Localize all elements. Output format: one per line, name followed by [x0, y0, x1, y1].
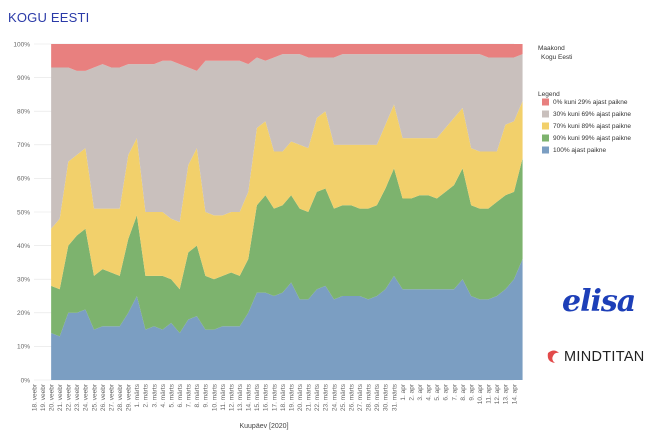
- legend-swatch[interactable]: [542, 146, 549, 154]
- x-tick-label: 11. märts: [220, 383, 227, 410]
- x-tick-label: 6. märts: [177, 383, 184, 407]
- x-tick-label: 4. apr: [426, 383, 433, 400]
- x-tick-label: 3. märts: [151, 383, 158, 407]
- stacked-areas: [51, 44, 523, 380]
- area-series-2[interactable]: [51, 101, 523, 290]
- x-axis-title: Kuupäev [2020]: [239, 423, 288, 430]
- legend-label[interactable]: 30% kuni 69% ajast paikne: [553, 111, 631, 118]
- x-tick-label: 25. veebr: [91, 383, 98, 411]
- y-tick-label: 20%: [17, 310, 30, 317]
- x-tick-label: 26. veebr: [100, 383, 107, 411]
- elisa-logo: elisa: [562, 284, 636, 319]
- legend-label[interactable]: 100% ajast paikne: [553, 147, 607, 154]
- x-tick-label: 7. märts: [186, 383, 193, 407]
- x-tick-label: 20. veebr: [48, 383, 55, 411]
- x-tick-label: 26. märts: [348, 383, 355, 411]
- x-tick-label: 11. apr: [486, 383, 493, 404]
- legend-swatch[interactable]: [542, 122, 549, 130]
- x-tick-label: 31. märts: [391, 383, 398, 411]
- page-title: KOGU EESTI: [8, 10, 90, 25]
- x-tick-label: 19. veebr: [40, 383, 47, 411]
- x-tick-label: 8. apr: [460, 383, 467, 400]
- x-tick-label: 25. märts: [340, 383, 347, 411]
- x-tick-label: 27. märts: [357, 383, 364, 411]
- filter-value[interactable]: Kogu Eesti: [541, 54, 572, 61]
- x-tick-label: 27. veebr: [108, 383, 115, 411]
- y-tick-label: 10%: [17, 344, 30, 351]
- legend-swatch[interactable]: [542, 110, 549, 118]
- x-tick-label: 18. veebr: [31, 383, 38, 411]
- x-tick-label: 10. märts: [211, 383, 218, 411]
- area-series-4[interactable]: [51, 44, 523, 71]
- x-tick-label: 10. apr: [477, 383, 484, 404]
- x-tick-label: 28. veebr: [117, 383, 124, 411]
- x-tick-label: 14. apr: [511, 383, 518, 404]
- y-tick-label: 30%: [17, 277, 30, 284]
- x-tick-label: 21. veebr: [57, 383, 64, 411]
- area-series-1[interactable]: [51, 158, 523, 337]
- x-tick-label: 1. apr: [400, 383, 407, 400]
- mindtitan-wordmark: MINDTITAN: [564, 349, 645, 365]
- y-tick-label: 60%: [17, 176, 30, 183]
- x-tick-label: 29. märts: [374, 383, 381, 411]
- y-tick-label: 50%: [17, 209, 30, 216]
- legend: Legend 0% kuni 29% ajast paikne 30% kuni …: [538, 91, 631, 154]
- x-tick-label: 16. märts: [263, 383, 270, 411]
- x-tick-label: 5. märts: [168, 383, 175, 407]
- x-tick-label: 12. apr: [494, 383, 501, 404]
- x-tick-label: 13. apr: [503, 383, 510, 404]
- x-tick-label: 14. märts: [246, 383, 253, 411]
- y-tick-label: 0%: [21, 377, 31, 384]
- legend-label[interactable]: 70% kuni 89% ajast paikne: [553, 123, 631, 130]
- y-tick-label: 70%: [17, 142, 30, 149]
- x-tick-label: 21. märts: [306, 383, 313, 411]
- y-tick-label: 100%: [13, 41, 30, 48]
- x-tick-label: 1. märts: [134, 383, 141, 407]
- x-tick-label: 15. märts: [254, 383, 261, 411]
- legend-swatch[interactable]: [542, 98, 549, 106]
- x-tick-label: 23. märts: [323, 383, 330, 411]
- x-tick-label: 18. märts: [280, 383, 287, 411]
- legend-title: Legend: [538, 91, 560, 98]
- x-tick-label: 28. märts: [366, 383, 373, 411]
- mindtitan-mark-icon: [547, 350, 559, 363]
- x-tick-label: 4. märts: [160, 383, 167, 407]
- x-tick-label: 8. märts: [194, 383, 201, 407]
- x-tick-label: 29. veebr: [126, 383, 133, 411]
- x-tick-label: 2. apr: [408, 383, 415, 400]
- y-tick-label: 40%: [17, 243, 30, 250]
- x-tick-label: 30. märts: [383, 383, 390, 411]
- x-tick-label: 13. märts: [237, 383, 244, 411]
- y-tick-label: 80%: [17, 109, 30, 116]
- x-tick-label: 24. märts: [331, 383, 338, 411]
- x-tick-label: 9. märts: [203, 383, 210, 407]
- x-tick-label: 22. märts: [314, 383, 321, 411]
- x-tick-label: 7. apr: [451, 383, 458, 400]
- x-tick-label: 9. apr: [468, 383, 475, 400]
- x-tick-label: 19. märts: [288, 383, 295, 411]
- filter-title: Maakond: [538, 45, 565, 52]
- x-tick-label: 23. veebr: [74, 383, 81, 411]
- x-tick-label: 17. märts: [271, 383, 278, 411]
- x-tick-label: 5. apr: [434, 383, 441, 400]
- legend-label[interactable]: 90% kuni 99% ajast paikne: [553, 135, 631, 142]
- x-tick-label: 3. apr: [417, 383, 424, 400]
- mindtitan-logo: MINDTITAN: [546, 349, 645, 365]
- legend-label[interactable]: 0% kuni 29% ajast paikne: [553, 99, 628, 106]
- x-tick-label: 6. apr: [443, 383, 450, 400]
- x-axis: 18. veebr 19. veebr 20. veebr 21. veebr 22. …: [31, 383, 518, 411]
- x-tick-label: 22. veebr: [66, 383, 73, 411]
- x-tick-label: 20. märts: [297, 383, 304, 411]
- legend-swatch[interactable]: [542, 134, 549, 142]
- x-tick-label: 12. märts: [228, 383, 235, 411]
- y-tick-label: 90%: [17, 75, 30, 82]
- y-axis: 0% 10% 20% 30% 40% 50% 60% 70% 80% 90% 100%: [13, 41, 30, 384]
- area-series-3[interactable]: [51, 54, 523, 229]
- x-tick-label: 2. märts: [143, 383, 150, 407]
- x-tick-label: 24. veebr: [83, 383, 90, 411]
